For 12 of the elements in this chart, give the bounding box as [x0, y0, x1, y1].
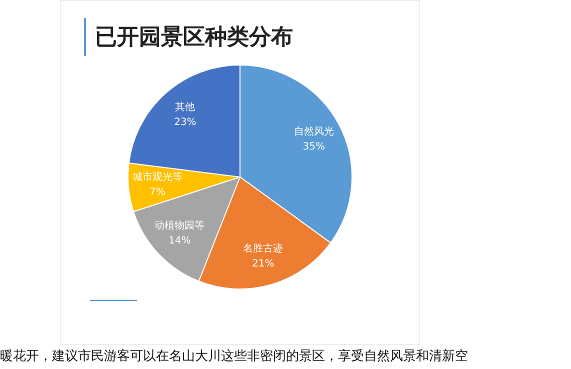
slice-label: 自然风光	[294, 125, 334, 138]
data-label: 35%	[302, 141, 325, 152]
slice-label: 城市观光等	[131, 170, 182, 183]
chart-title: 已开园景区种类分布	[95, 24, 293, 52]
slice-label: 动植物园等	[154, 220, 205, 232]
slice-label: 其他	[175, 100, 196, 113]
data-label: 14%	[168, 236, 191, 247]
data-label: 7%	[150, 186, 166, 198]
slice-label: 名胜古迹	[243, 242, 284, 255]
data-label: 21%	[252, 258, 274, 270]
data-label: 23%	[174, 116, 196, 128]
text: 暖花开，建议市民游客可以在名山大川这些非密闭的景区，享受自然风景和清新空	[0, 348, 468, 365]
